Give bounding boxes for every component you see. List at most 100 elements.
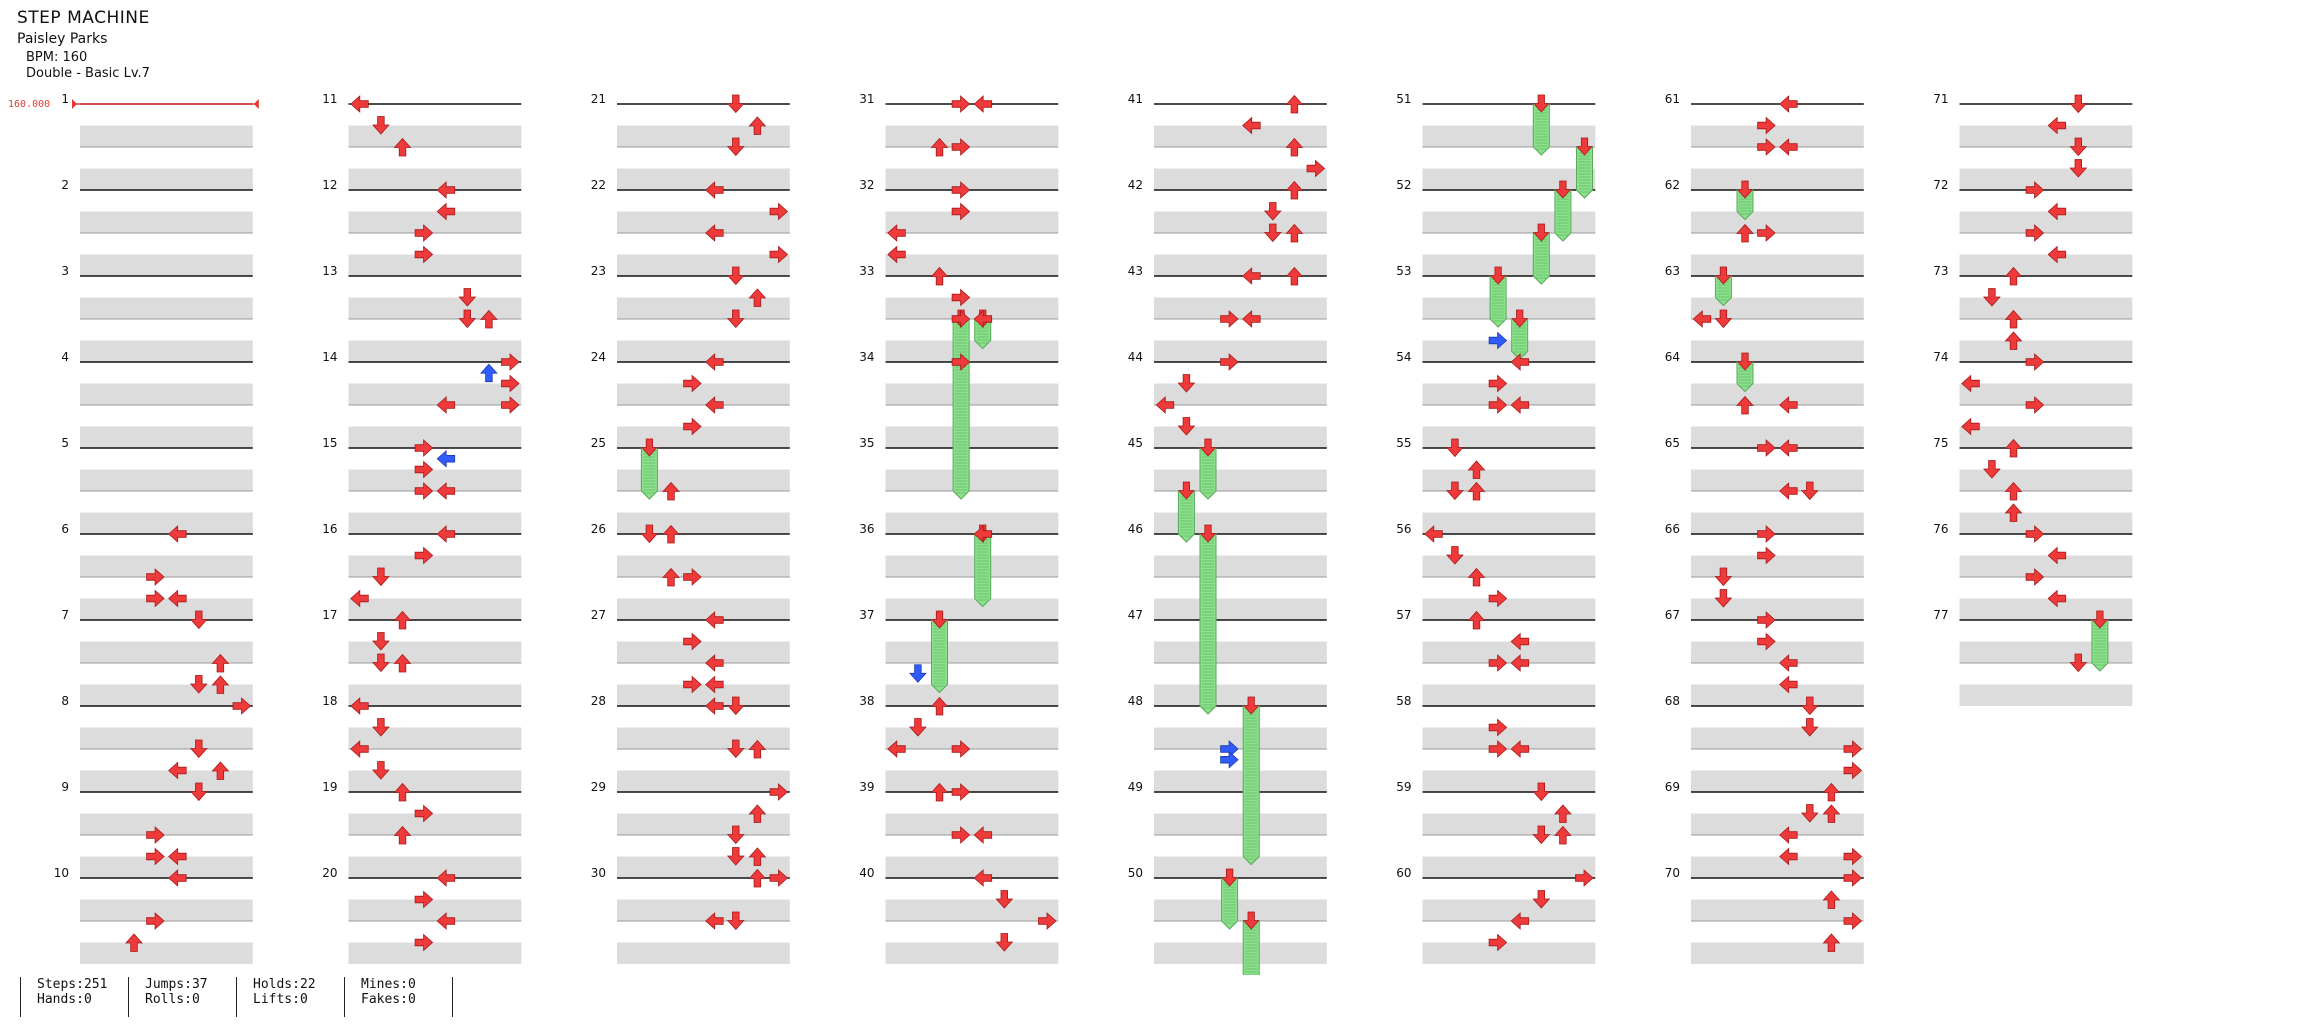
arrow-note: [705, 697, 724, 715]
arrow-note: [973, 826, 993, 844]
beat-row-shade: [885, 727, 1059, 749]
arrow-note: [2069, 94, 2088, 114]
arrow-note: [189, 782, 208, 802]
arrow-note: [350, 740, 369, 758]
beat-row-shade: [885, 383, 1059, 405]
stat-mines: Mines:0: [361, 977, 416, 992]
measure-number: 47: [1128, 608, 1143, 622]
beat-row-shade: [1422, 770, 1596, 792]
bpm-label: BPM: 160: [26, 50, 88, 65]
beat-row-shade: [80, 254, 253, 276]
arrow-note: [372, 653, 390, 673]
arrow-note: [168, 847, 187, 866]
hold-layer: [640, 94, 2109, 975]
hold-head-arrow: [1532, 223, 1550, 242]
arrow-note: [748, 288, 767, 307]
beat-row-shade: [348, 168, 522, 190]
stats-group-steps: Steps:251 Hands:0: [20, 977, 129, 1017]
beat-row-shade: [617, 512, 790, 534]
arrow-note: [372, 718, 390, 737]
arrow-note: [189, 739, 208, 759]
beat-row-shade: [80, 856, 253, 878]
beat-row-shade: [1154, 899, 1327, 921]
beat-row-shade: [348, 125, 522, 147]
arrow-note: [2025, 525, 2045, 543]
beat-row-shade: [885, 641, 1059, 663]
arrow-note: [887, 224, 906, 242]
beat-row-shade: [348, 641, 522, 663]
beat-row-shade: [1422, 899, 1596, 921]
app-title: STEP MACHINE: [17, 8, 150, 28]
beat-row-shade: [80, 211, 253, 233]
beat-row-shade: [1154, 641, 1327, 663]
arrow-note: [436, 181, 456, 199]
arrow-note: [1843, 761, 1863, 780]
arrow-note: [372, 761, 390, 780]
arrow-note: [930, 266, 949, 286]
arrow-note: [973, 95, 993, 113]
arrow-note: [2004, 331, 2023, 350]
beat-row-shade: [1422, 813, 1596, 835]
arrow-note: [211, 653, 230, 673]
beat-row-shade: [348, 899, 522, 921]
arrow-note: [168, 761, 187, 780]
stat-rolls: Rolls:0: [145, 992, 200, 1007]
arrow-note: [769, 245, 789, 264]
measure-number: 33: [859, 264, 874, 278]
arrow-note: [2004, 266, 2023, 286]
arrow-note: [973, 525, 993, 543]
measure-number: 69: [1665, 780, 1680, 794]
arrow-note: [372, 567, 390, 587]
measure-number: 61: [1665, 92, 1680, 106]
beat-row-shade: [1959, 125, 2133, 147]
measure-number: 46: [1128, 522, 1143, 536]
arrow-note: [189, 675, 208, 694]
beat-row-shade: [1691, 469, 1864, 491]
beat-row-shade: [80, 168, 253, 190]
beat-row-shade: [348, 254, 522, 276]
arrow-note: [393, 782, 412, 802]
beat-row-shade: [1422, 125, 1596, 147]
arrow-note: [436, 525, 456, 543]
measure-number: 74: [1933, 350, 1948, 364]
bpm-marker-start: [72, 99, 77, 109]
arrow-note: [1488, 396, 1508, 414]
arrow-note-blue: [1488, 331, 1508, 350]
arrow-note: [414, 439, 434, 457]
arrow-note: [1242, 310, 1261, 328]
beat-row-shade: [1691, 211, 1864, 233]
arrow-note: [2025, 353, 2045, 371]
arrow-note: [146, 568, 165, 586]
beat-row-shade: [80, 125, 253, 147]
arrow-note: [1038, 912, 1057, 930]
measure-number: 54: [1396, 350, 1411, 364]
beat-row-shade: [1422, 641, 1596, 663]
beat-row-shade: [1422, 426, 1596, 448]
arrow-note: [705, 912, 724, 930]
arrow-note: [1510, 912, 1530, 930]
beat-row-shade: [885, 813, 1059, 835]
arrow-note: [683, 417, 702, 436]
arrow-note: [748, 804, 767, 823]
arrow-note: [769, 202, 789, 221]
beat-row-shade: [617, 254, 790, 276]
arrow-note: [1510, 740, 1530, 758]
beat-row-shade: [885, 684, 1059, 706]
arrow-note: [350, 95, 369, 113]
beat-row-shade: [617, 684, 790, 706]
arrow-note: [726, 739, 745, 759]
measure-number: 32: [859, 178, 874, 192]
measure-number: 44: [1128, 350, 1143, 364]
arrow-note: [1242, 116, 1261, 135]
arrow-note: [1488, 718, 1508, 737]
arrow-note: [1177, 417, 1196, 436]
arrow-note: [1467, 567, 1486, 587]
beat-row-shade: [617, 211, 790, 233]
arrow-note: [1983, 288, 2001, 307]
stat-steps: Steps:251: [37, 977, 108, 992]
measure-number: 3: [61, 264, 69, 278]
arrow-note: [1488, 654, 1508, 672]
beat-row-shade: [80, 297, 253, 319]
measure-number: 31: [859, 92, 874, 106]
arrow-note: [683, 568, 702, 586]
